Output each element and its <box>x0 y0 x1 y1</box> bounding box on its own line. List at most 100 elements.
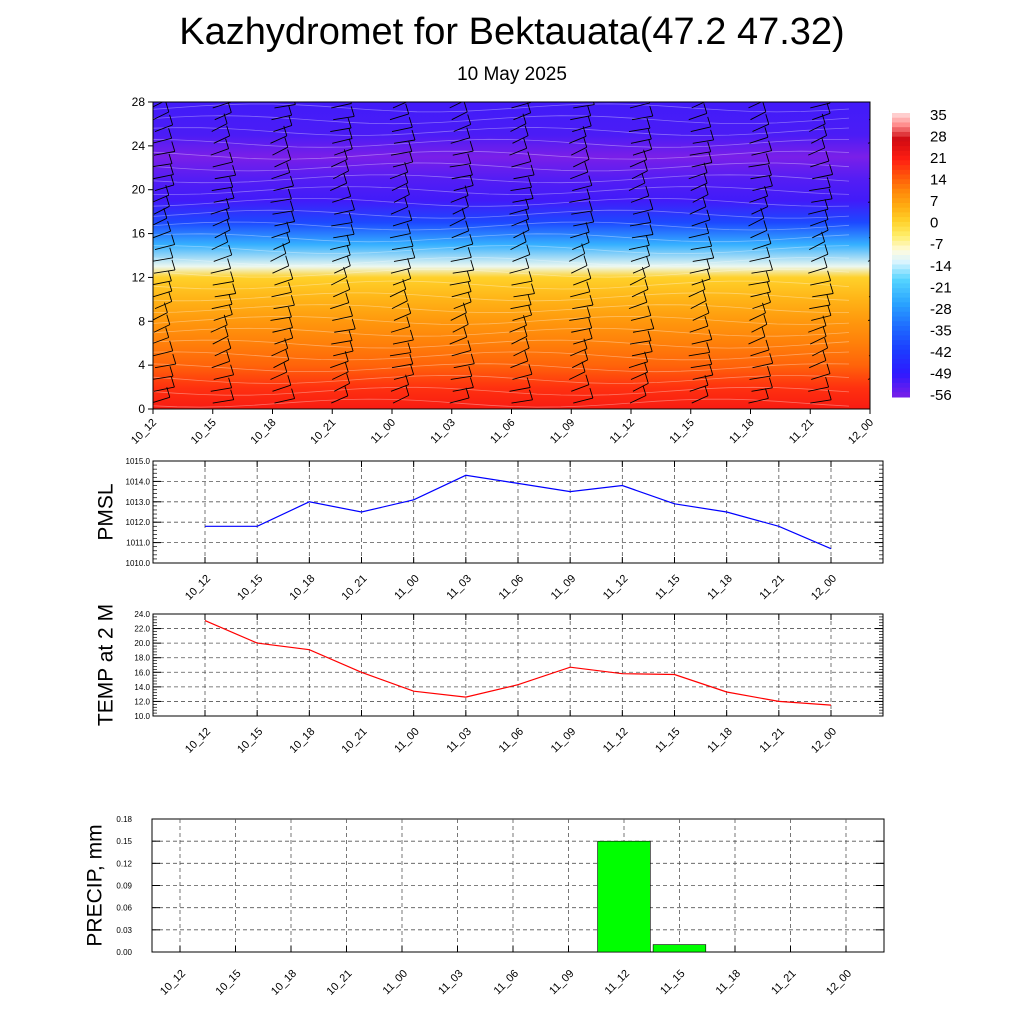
colorbar-box <box>892 236 910 242</box>
wind-barb <box>212 161 233 168</box>
wind-barb <box>872 398 891 403</box>
contour-line <box>153 292 850 302</box>
wind-barb-flag <box>586 307 591 318</box>
wind-barb <box>512 314 532 321</box>
wind-barb <box>750 174 772 180</box>
wind-barb-flag <box>644 362 648 373</box>
y-tick-label: 0.00 <box>116 948 132 957</box>
wind-barb <box>153 350 173 357</box>
wind-barb-flag <box>649 199 654 210</box>
wind-barb-flag <box>170 174 175 186</box>
chart-date: 10 May 2025 <box>457 64 567 85</box>
wind-barb <box>571 146 587 156</box>
wind-barb-flag <box>767 233 772 244</box>
colorbar-box <box>892 363 910 370</box>
x-tick-label: 11_09 <box>547 968 577 998</box>
colorbar-box <box>892 307 910 313</box>
colorbar-box <box>892 297 910 303</box>
wind-barb-flag <box>530 164 535 176</box>
wind-barb <box>452 387 474 392</box>
colorbar-box <box>892 165 910 171</box>
wind-barb <box>513 229 530 239</box>
wind-barb <box>692 257 714 262</box>
wind-barb <box>391 363 413 369</box>
wind-barb-flag <box>283 361 288 373</box>
wind-barb <box>688 351 710 357</box>
x-tick-label: 11_21 <box>787 417 817 447</box>
wind-barb-flag <box>585 149 590 160</box>
y-tick-label: 1012.0 <box>126 518 151 527</box>
wind-barb-flag <box>526 244 531 255</box>
wind-barb <box>154 124 173 132</box>
wind-barb <box>812 293 834 298</box>
y-tick-label: 16 <box>132 227 146 241</box>
wind-barb <box>393 194 410 203</box>
wind-barb-flag <box>765 339 770 351</box>
contour-line <box>153 363 850 373</box>
wind-barb <box>569 198 591 203</box>
contour-line <box>153 150 850 160</box>
wind-barb <box>334 148 353 156</box>
wind-barb-flag <box>467 340 472 351</box>
wind-barb-flag <box>409 151 414 163</box>
colorbar-box <box>892 354 910 360</box>
wind-barb <box>750 349 770 357</box>
colorbar-box <box>892 127 910 133</box>
colorbar-box <box>892 373 910 379</box>
wind-barb <box>811 373 831 380</box>
wind-barb <box>210 387 232 392</box>
wind-barb-flag <box>883 162 886 172</box>
wind-barb <box>689 268 710 274</box>
wind-barb <box>451 230 469 239</box>
wind-barb-flag <box>704 385 709 396</box>
wind-barb <box>452 269 474 274</box>
contour-line <box>153 174 850 184</box>
wind-barb <box>513 293 535 298</box>
wind-barb-flag <box>823 125 828 136</box>
wind-barb-flag <box>291 211 296 222</box>
y-tick-label: 4 <box>138 358 145 372</box>
wind-barb <box>272 327 293 333</box>
wind-barb <box>630 138 652 144</box>
x-tick-label: 10_21 <box>340 726 370 756</box>
wind-barb <box>273 124 292 132</box>
y-tick-label: 0.09 <box>116 882 132 891</box>
wind-barb-flag <box>588 175 593 186</box>
wind-barb-flag <box>469 377 474 388</box>
colorbar-label: 21 <box>930 150 947 167</box>
wind-barb <box>871 243 888 250</box>
wind-barb <box>154 184 175 191</box>
wind-barb <box>809 186 831 192</box>
wind-barb <box>509 267 529 274</box>
contour-line <box>153 280 850 290</box>
wind-barb <box>451 349 472 357</box>
y-tick-label: 18.0 <box>134 654 150 663</box>
wind-barb-flag <box>528 177 532 188</box>
wind-barb <box>869 213 870 215</box>
wind-barb-flag <box>643 292 648 303</box>
wind-barb <box>510 186 532 192</box>
wind-barb-flag <box>346 234 351 246</box>
wind-barb <box>810 102 831 109</box>
colorbar-label: -7 <box>930 236 943 253</box>
wind-barb <box>750 111 767 121</box>
wind-barb <box>510 123 527 132</box>
wind-barb <box>867 142 870 144</box>
colorbar-box <box>892 141 910 147</box>
wind-barb-flag <box>172 353 177 365</box>
wind-barb <box>332 138 353 144</box>
wind-barb-flag <box>407 268 412 279</box>
wind-barb <box>572 125 592 132</box>
colorbar-box <box>892 179 910 185</box>
wind-barb <box>272 265 289 274</box>
contour-line <box>153 304 850 314</box>
colorbar-box <box>892 269 910 275</box>
wind-barb <box>748 336 766 345</box>
wind-barb-flag <box>883 255 886 265</box>
wind-barb <box>332 195 351 203</box>
wind-barb <box>571 327 592 333</box>
wind-barb-flag <box>825 376 830 388</box>
wind-barb <box>748 102 763 109</box>
colorbar-box <box>892 146 910 152</box>
x-tick-label: 10_18 <box>287 573 317 603</box>
